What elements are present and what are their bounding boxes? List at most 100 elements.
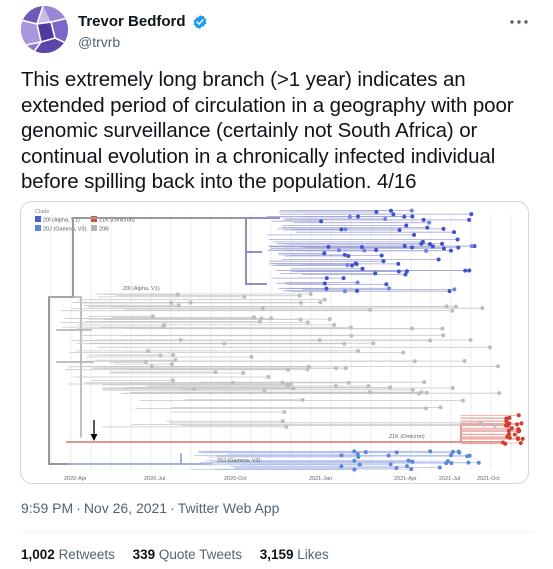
- tree-tip: [487, 345, 492, 350]
- avatar[interactable]: [21, 6, 68, 53]
- meta-separator-2: ·: [170, 500, 175, 516]
- likes-stat[interactable]: 3,159 Likes: [260, 546, 329, 564]
- tree-tip: [420, 239, 425, 244]
- tree-tip: [266, 375, 271, 380]
- tree-tip: [441, 333, 446, 338]
- tweet-time[interactable]: 9:59 PM: [21, 500, 74, 516]
- tree-branch: [48, 296, 94, 438]
- tree-tip: [355, 348, 360, 353]
- tree-tip: [322, 251, 327, 256]
- tree-tip: [460, 398, 465, 403]
- tree-tip: [430, 244, 435, 249]
- tree-tip: [507, 415, 512, 420]
- tree-tip: [401, 350, 406, 355]
- quote-tweets-stat[interactable]: 339 Quote Tweets: [133, 546, 242, 564]
- tree-tip: [188, 300, 193, 305]
- tree-tip: [298, 317, 303, 322]
- tree-tip: [359, 244, 364, 249]
- tree-tip: [355, 288, 360, 293]
- annotation-arrow: [90, 420, 98, 441]
- tree-tip: [515, 437, 520, 442]
- tree-tip: [367, 390, 372, 395]
- tree-tip: [169, 362, 174, 367]
- legend-title: Clade: [35, 209, 49, 215]
- tree-tip: [404, 464, 409, 469]
- axis-tick-label: 2020-Apr: [64, 476, 87, 482]
- quote-tweets-count: 339: [132, 547, 156, 562]
- tree-tip: [306, 364, 311, 369]
- tweet-source[interactable]: Twitter Web App: [177, 500, 280, 516]
- tree-tip: [374, 248, 379, 253]
- legend-label-gamma: 20J (Gamma, V3): [43, 227, 87, 233]
- tree-tip: [463, 268, 468, 273]
- tree-branch: [68, 453, 212, 465]
- clade-label-omicron: 21K (Omicron): [389, 434, 425, 440]
- tree-tip: [409, 467, 414, 472]
- tree-tip: [424, 248, 429, 253]
- tree-tip: [341, 276, 346, 281]
- tree-tip: [493, 423, 498, 428]
- tree-tip: [280, 419, 285, 424]
- legend-label-omicron: 21K (Omicron): [99, 218, 135, 224]
- tree-tip: [176, 303, 181, 308]
- tree-tip: [355, 280, 360, 285]
- tree-tip: [409, 326, 414, 331]
- tree-tip: [241, 371, 246, 376]
- tweet-stats: 1,002 Retweets 339 Quote Tweets 3,159 Li…: [21, 546, 343, 564]
- author-handle[interactable]: @trvrb: [78, 34, 121, 50]
- clade-label-alpha: 20I (Alpha, V1): [123, 286, 160, 292]
- tree-tip: [352, 449, 357, 454]
- tree-tip: [346, 380, 351, 385]
- tree-tip: [422, 380, 427, 385]
- tree-tip: [428, 449, 433, 454]
- tree-tip: [291, 386, 296, 391]
- tree-tip: [150, 314, 155, 319]
- tree-tip: [260, 306, 265, 311]
- tree-tip: [143, 360, 148, 365]
- tree-tip: [317, 338, 322, 343]
- tree-tip: [495, 364, 500, 369]
- tree-tip: [149, 364, 154, 369]
- tree-tip: [469, 212, 474, 217]
- tree-tip: [173, 358, 178, 363]
- tree-tip: [348, 325, 353, 330]
- tree-tip: [339, 453, 344, 458]
- tree-tip: [386, 286, 391, 291]
- tree-tip: [449, 453, 454, 458]
- axis-tick-label: 2021-Oct: [477, 476, 500, 482]
- axis-tick-label: 2021-Jan: [309, 476, 332, 482]
- tree-tip: [497, 391, 502, 396]
- tweet-date[interactable]: Nov 26, 2021: [83, 500, 168, 516]
- tree-tip: [428, 338, 433, 343]
- tree-tip: [386, 453, 391, 458]
- tree-tip: [297, 293, 302, 298]
- retweets-count: 1,002: [21, 547, 55, 562]
- tree-tip: [381, 259, 386, 264]
- tree-tip: [441, 246, 446, 251]
- tree-tip: [517, 428, 522, 433]
- tree-tip: [450, 386, 455, 391]
- tree-branch: [48, 296, 70, 465]
- more-options-icon[interactable]: [508, 14, 530, 30]
- phylogenetic-tree-figure: Clade 20I (Alpha, V1) 21K (Omicron) 20J …: [35, 208, 525, 482]
- tree-tip: [388, 462, 393, 467]
- tree-tip: [515, 422, 520, 427]
- tweet-media-image[interactable]: Clade 20I (Alpha, V1) 21K (Omicron) 20J …: [20, 201, 529, 484]
- tree-tip: [322, 281, 327, 286]
- tree-tip: [352, 467, 357, 472]
- tree-tip: [519, 421, 524, 426]
- author-name[interactable]: Trevor Bedford: [78, 13, 186, 30]
- legend-swatch-20b: [91, 225, 97, 231]
- tree-tip: [342, 289, 347, 294]
- stats-divider: [21, 532, 533, 533]
- tree-tip: [440, 326, 445, 331]
- tree-tip: [444, 304, 449, 309]
- retweets-stat[interactable]: 1,002 Retweets: [21, 546, 115, 564]
- tree-tip: [347, 214, 352, 219]
- tree-tip: [357, 462, 362, 467]
- tree-tip: [520, 436, 525, 441]
- axis-tick-label: 2020-Oct: [224, 476, 247, 482]
- tree-tip: [322, 297, 327, 302]
- legend-swatch-gamma: [35, 225, 41, 231]
- tree-tip: [419, 390, 424, 395]
